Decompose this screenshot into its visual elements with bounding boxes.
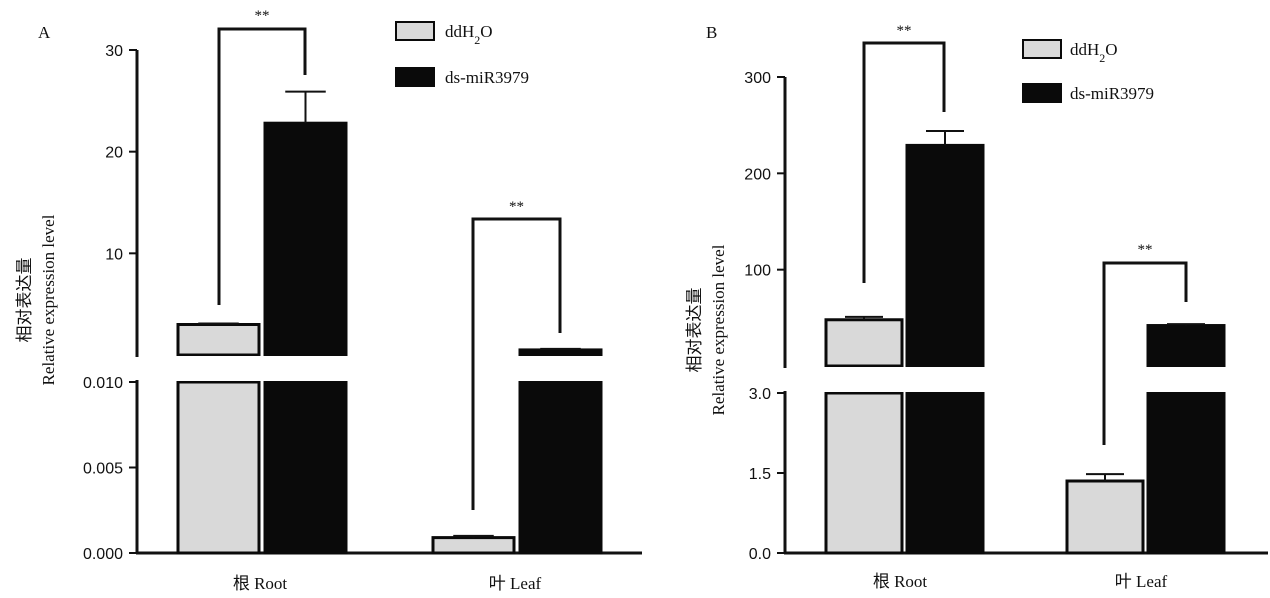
x-category-label: 叶 Leaf — [489, 574, 542, 593]
y-tick-label: 0.000 — [83, 546, 123, 563]
y-tick-label: 20 — [105, 145, 123, 162]
significance-stars: ** — [897, 23, 912, 39]
y-tick-label: 10 — [105, 246, 123, 263]
bar-0-0-lower — [824, 391, 904, 555]
legend-swatch-ddh2o — [1022, 39, 1062, 59]
legend-label-ds-mir3979: ds-miR3979 — [445, 68, 529, 87]
significance-bracket — [217, 27, 307, 305]
bar-1-0-upper — [905, 143, 985, 368]
y-tick-label: 0.005 — [83, 461, 123, 478]
axis-break-mask — [904, 367, 986, 392]
bar-1-1-upper — [1146, 324, 1226, 368]
significance-bracket — [471, 217, 562, 510]
bar-1-1-upper — [518, 348, 603, 357]
panel-label: B — [706, 23, 717, 42]
bar-0-1 — [431, 536, 516, 555]
axis-break-mask — [262, 356, 349, 381]
significance-bracket — [862, 41, 946, 283]
legend-label-ddh2o: ddH2O — [445, 22, 493, 47]
legend-label-ds-mir3979: ds-miR3979 — [1070, 84, 1154, 103]
x-category-label: 叶 Leaf — [1115, 572, 1168, 591]
legend-label-ddh2o: ddH2O — [1070, 40, 1118, 65]
axis-break-mask — [823, 367, 905, 392]
axis-break-mask — [517, 356, 604, 381]
chart-panel-b: B 100 200 300 0.0 1.5 3.0 相对表达量 Relative express… — [685, 23, 1268, 591]
bar-1-0-upper — [263, 121, 348, 357]
y-tick-label: 1.5 — [749, 466, 771, 483]
y-tick-label: 200 — [744, 166, 771, 183]
axis-break-mask — [175, 356, 262, 381]
significance-stars: ** — [255, 8, 270, 24]
bar-0-0-lower — [176, 380, 261, 555]
y-tick-label: 0.0 — [749, 546, 771, 563]
y-axis-title: 相对表达量 Relative expression level — [15, 214, 58, 385]
bar-0-0-upper — [824, 318, 904, 368]
x-category-label: 根 Root — [873, 572, 928, 591]
y-tick-label: 0.010 — [83, 375, 123, 392]
significance-bracket — [1102, 261, 1188, 445]
chart-panel-a: A 10 20 30 0.000 0.005 0.010 相对表达量 Relative expr… — [15, 8, 642, 593]
x-category-label: 根 Root — [233, 574, 288, 593]
panel-label: A — [38, 23, 51, 42]
bar-0-1 — [1065, 479, 1145, 555]
significance-stars: ** — [509, 199, 524, 215]
bar-1-1-lower — [1146, 391, 1226, 555]
y-axis-title-cn: 相对表达量 — [685, 288, 704, 373]
legend-swatch-ddh2o — [395, 21, 435, 41]
bar-1-1-lower — [518, 380, 603, 555]
y-axis-title-cn: 相对表达量 — [15, 258, 34, 343]
significance-stars: ** — [1138, 242, 1153, 258]
bar-1-0-lower — [905, 391, 985, 555]
y-tick-label: 30 — [105, 43, 123, 60]
bar-0-0-upper — [176, 323, 261, 357]
y-tick-label: 100 — [744, 263, 771, 280]
y-tick-label: 3.0 — [749, 386, 771, 403]
y-tick-label: 300 — [744, 70, 771, 87]
axis-break-mask — [1145, 367, 1227, 392]
y-axis-title: 相对表达量 Relative expression level — [685, 244, 728, 415]
legend-swatch-ds-mir3979 — [395, 67, 435, 87]
bar-1-0-lower — [263, 380, 348, 555]
y-axis-title-en: Relative expression level — [39, 214, 58, 385]
legend-swatch-ds-mir3979 — [1022, 83, 1062, 103]
y-axis-title-en: Relative expression level — [709, 244, 728, 415]
